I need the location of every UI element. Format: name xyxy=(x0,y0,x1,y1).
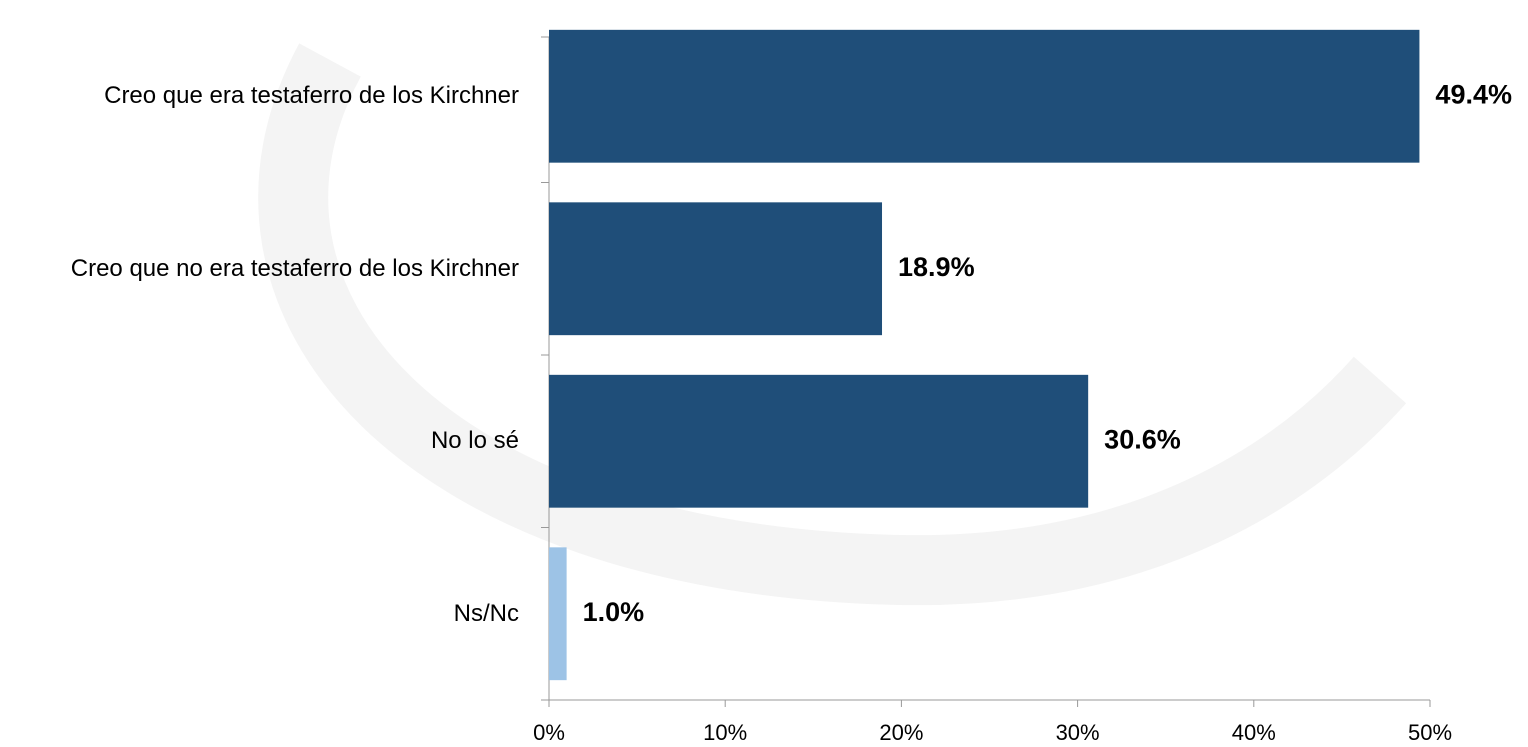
x-tick-label: 50% xyxy=(1408,720,1452,745)
value-label: 49.4% xyxy=(1435,79,1512,109)
category-label: Ns/Nc xyxy=(453,599,519,627)
x-tick-label: 20% xyxy=(879,720,923,745)
bar xyxy=(549,374,1089,508)
x-tick-label: 40% xyxy=(1232,720,1276,745)
category-label: Creo que no era testaferro de los Kirchn… xyxy=(70,254,519,282)
x-tick-label: 30% xyxy=(1056,720,1100,745)
category-label: No lo sé xyxy=(430,427,519,455)
category-label: Creo que era testaferro de los Kirchner xyxy=(104,82,519,110)
value-label: 18.9% xyxy=(898,252,975,282)
x-tick-label: 0% xyxy=(533,720,565,745)
value-label: 1.0% xyxy=(583,597,645,627)
x-tick-label: 10% xyxy=(703,720,747,745)
value-label: 30.6% xyxy=(1104,424,1181,454)
bar xyxy=(549,202,883,336)
bar xyxy=(549,547,567,681)
watermark xyxy=(258,43,1407,606)
bar xyxy=(549,29,1420,163)
